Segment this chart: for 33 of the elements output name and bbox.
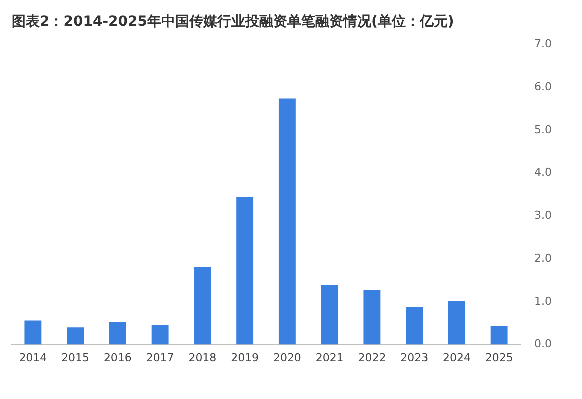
bar (109, 322, 126, 345)
y-tick-label: 6.0 (534, 80, 552, 94)
bar (152, 326, 169, 345)
y-tick-label: 0.0 (534, 338, 552, 351)
x-tick-label: 2023 (400, 351, 429, 364)
bar (448, 302, 466, 345)
y-tick-label: 5.0 (534, 123, 552, 136)
bar (321, 285, 338, 345)
x-tick-label: 2019 (231, 351, 260, 364)
bar (490, 326, 508, 345)
x-tick-label: 2015 (62, 351, 90, 364)
bar (236, 196, 254, 345)
x-tick-label: 2018 (188, 351, 217, 364)
bar (364, 290, 381, 345)
x-tick-label: 2020 (273, 351, 302, 364)
x-tick-label: 2016 (104, 351, 132, 364)
y-tick-label: 1.0 (534, 294, 552, 308)
bar (406, 307, 424, 345)
x-tick-label: 2024 (442, 351, 471, 364)
bar (194, 267, 212, 345)
bar (278, 98, 296, 345)
x-tick-label: 2017 (146, 351, 174, 364)
x-tick-label: 2014 (19, 351, 48, 364)
x-tick-label: 2025 (485, 351, 514, 364)
chart-title: 图表2：2014-2025年中国传媒行业投融资单笔融资情况(单位：亿元) (12, 14, 454, 30)
bar (24, 320, 42, 345)
y-tick-label: 7.0 (534, 38, 552, 51)
x-tick-label: 2021 (316, 351, 344, 364)
y-tick-label: 3.0 (534, 209, 552, 222)
bar (67, 328, 84, 345)
y-tick-label: 2.0 (534, 252, 552, 265)
y-tick-label: 4.0 (534, 166, 552, 180)
x-tick-label: 2022 (358, 351, 386, 364)
